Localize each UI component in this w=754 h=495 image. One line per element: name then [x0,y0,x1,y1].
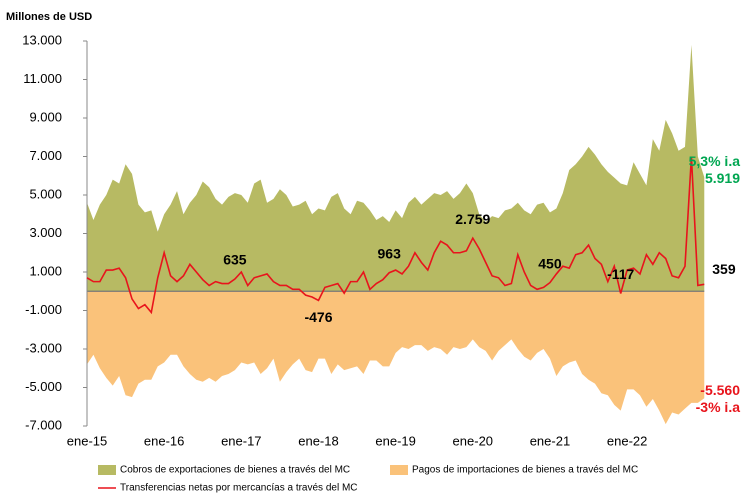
x-tick-label: ene-16 [144,433,184,448]
data-label: 635 [223,252,247,268]
legend-label: Pagos de importaciones de bienes a travé… [412,465,638,476]
annotation: -3% i.a [696,399,741,415]
x-tick-label: ene-22 [607,433,647,448]
y-axis-label: Millones de USD [6,11,92,23]
y-tick-label: 11.000 [23,71,62,86]
data-label: 2.759 [455,211,490,227]
data-label: 450 [538,255,562,271]
y-tick-label: 3.000 [29,225,62,240]
line [86,156,705,315]
x-tick-label: ene-19 [375,433,415,448]
x-tick-label: ene-20 [453,433,493,448]
data-label: 359 [712,261,736,277]
x-tick-label: ene-18 [298,433,338,448]
data-label: 963 [378,245,402,261]
data-label: -117 [607,266,634,282]
legend-swatch [390,465,408,475]
y-tick-label: 13.000 [22,32,62,47]
legend-label: Cobros de exportaciones de bienes a trav… [120,465,350,476]
y-tick-label: 9.000 [29,109,62,124]
area [87,291,705,425]
y-tick-label: 5.000 [29,186,62,201]
y-tick-label: -1.000 [25,302,62,317]
legend-label: Transferencias netas por mercancías a tr… [120,483,358,494]
y-tick-label: -3.000 [25,340,62,355]
data-label: -5.560 [700,382,740,398]
data-label: -476 [304,309,332,325]
data-label: 5.919 [705,170,740,186]
x-tick-label: ene-21 [530,433,570,448]
x-tick-label: ene-15 [67,433,107,448]
area [87,44,705,292]
y-tick-label: 7.000 [29,148,62,163]
legend-swatch [98,465,116,475]
y-tick-label: 1.000 [29,263,62,278]
y-tick-label: -5.000 [25,379,62,394]
x-tick-label: ene-17 [221,433,261,448]
y-tick-label: -7.000 [25,417,62,432]
annotation: 5,3% i.a [689,153,741,169]
